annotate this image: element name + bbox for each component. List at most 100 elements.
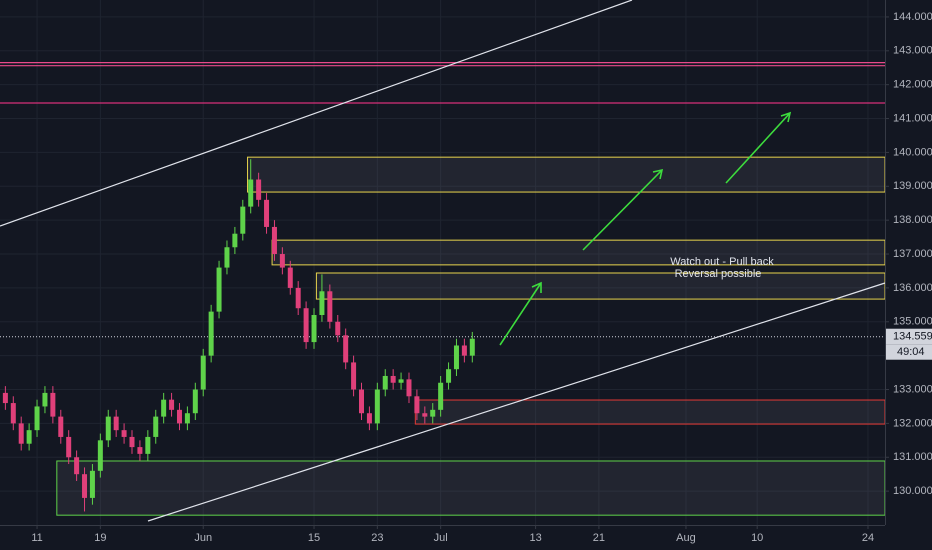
levels [0,62,885,338]
countdown-box [886,344,932,360]
arrow-head [780,111,792,123]
candle-body [327,291,333,322]
candle-body [366,413,372,424]
candle-body [200,355,206,390]
candle-body [105,416,111,441]
arrow [582,169,663,251]
candle-body [398,379,404,383]
x-tick-label: 21 [593,532,605,544]
candle-body [97,440,103,471]
y-tick-label: 140.000 [893,146,932,158]
x-tick-label: 15 [308,532,320,544]
candle-body [2,392,8,404]
candle-body [145,436,151,454]
y-tick-label: 138.000 [893,214,932,226]
candle-body [311,315,317,343]
grid [0,0,885,525]
candle-body [169,399,175,410]
candle-body [216,267,222,312]
candle-body [351,362,357,390]
x-tick-label: 24 [862,532,874,544]
arrow-head [652,168,664,180]
candle-body [34,406,40,431]
candle-body [303,308,309,343]
candle-body [438,382,444,410]
candle-body [248,179,254,207]
candle-body [232,233,238,248]
candle-body [113,416,119,431]
candle-body [422,413,428,417]
candle-body [414,396,420,414]
axis-labels: 130.000131.000132.000133.000134.000135.0… [31,11,932,544]
y-tick-label: 141.000 [893,112,932,124]
y-tick-label: 144.000 [893,11,932,23]
x-tick-label: 13 [529,532,541,544]
arrows [499,111,792,346]
candle-body [359,389,365,414]
x-tick-label: 19 [94,532,106,544]
y-tick-label: 135.000 [893,316,932,328]
price-axis [885,0,932,550]
arrow [499,282,542,346]
candle-body [390,375,396,383]
y-tick-label: 143.000 [893,45,932,57]
candle-body [264,199,270,227]
y-tick-label: 130.000 [893,485,932,497]
zone [271,239,886,266]
zone [247,156,886,193]
candle-body [184,413,190,424]
candle-body [335,321,341,336]
candle-body [224,247,230,268]
candle-body [121,430,127,437]
candle-body [176,409,182,424]
candle-body [42,392,48,407]
x-tick-label: 10 [751,532,763,544]
y-tick-label: 133.000 [893,383,932,395]
candle-body [74,457,80,475]
candle-body [58,416,64,437]
candle-body [319,291,325,315]
annotation: Watch out - Pull back [670,256,774,268]
zone [56,460,886,516]
x-tick-label: 23 [371,532,383,544]
candle-body [89,470,95,498]
x-tick-label: Jun [194,532,212,544]
candle-body [343,335,349,363]
candle-body [192,389,198,414]
x-tick-label: Aug [676,532,696,544]
candle-body [446,369,452,383]
candle-body [26,430,32,444]
candle-body [10,403,16,424]
arrow-head [531,281,542,293]
y-tick-label: 139.000 [893,180,932,192]
candle-body [129,436,135,448]
candle-body [18,423,24,444]
candle-body [430,409,436,417]
y-tick-label: 136.000 [893,282,932,294]
candle-body [453,345,459,370]
trend-line [147,282,886,522]
trend-line [0,0,633,227]
zone [315,272,886,300]
candle-body [469,338,475,356]
last-price-label: 134.559 [893,331,932,343]
candle-body [240,206,246,234]
candle-body [461,345,467,356]
candle-body [66,436,72,458]
zones [56,156,886,516]
candle-body [287,267,293,288]
x-tick-label: Jul [434,532,448,544]
candle-body [279,254,285,268]
countdown-label: 49:04 [897,346,925,358]
candle-body [50,392,56,417]
candle-body [256,179,262,200]
y-tick-label: 137.000 [893,248,932,260]
y-tick-label: 131.000 [893,451,932,463]
candle-body [271,226,277,255]
x-tick-label: 11 [31,532,42,544]
candles [2,159,475,512]
candle-body [82,474,88,498]
candle-body [208,311,214,356]
